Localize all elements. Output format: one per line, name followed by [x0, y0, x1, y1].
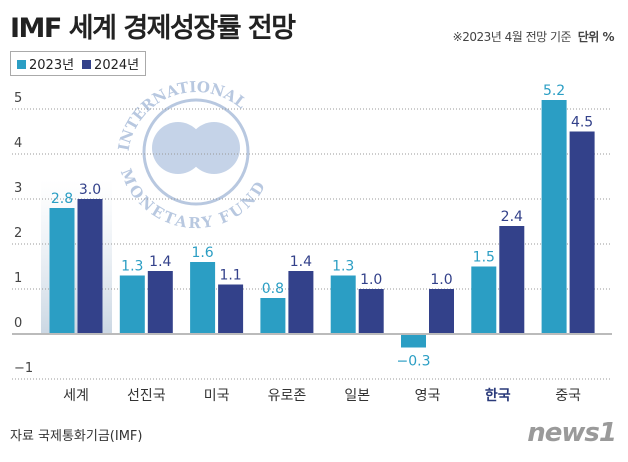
y-tick-label: 1 — [14, 271, 22, 286]
bar-2024 — [499, 226, 525, 334]
legend-item-2023: 2023년 — [17, 54, 74, 73]
imf-watermark-globe-right — [188, 122, 240, 174]
bar-2023 — [330, 275, 356, 334]
bar-2023 — [49, 208, 75, 334]
bar-2023 — [541, 100, 567, 334]
x-tick-label: 영국 — [415, 388, 441, 404]
imf-watermark-globe-left — [152, 122, 204, 174]
data-label: 1.0 — [360, 272, 382, 288]
bar-2024 — [358, 289, 384, 334]
bar-2023 — [401, 334, 426, 348]
y-tick-label: −1 — [14, 361, 33, 376]
bar-2024 — [288, 271, 314, 334]
bar-2024 — [218, 284, 244, 334]
legend-label-2024: 2024년 — [94, 58, 140, 73]
chart-title: IMF 세계 경제성장률 전망 — [10, 13, 296, 44]
data-label: 1.3 — [332, 259, 354, 275]
bar-2023 — [190, 262, 216, 334]
data-label: 1.0 — [430, 272, 452, 288]
data-label: 3.0 — [79, 182, 101, 198]
data-label: 1.4 — [290, 254, 312, 270]
x-tick-label: 세계 — [63, 388, 89, 404]
legend-item-2024: 2024년 — [82, 54, 139, 73]
legend-label-2023: 2023년 — [29, 58, 75, 73]
legend: 2023년 2024년 — [10, 51, 147, 76]
bar-2024 — [429, 289, 454, 334]
data-label: 4.5 — [571, 115, 593, 131]
bar-2023 — [260, 298, 286, 334]
news1-logo: news1 — [527, 418, 617, 448]
imf-watermark-ring — [142, 98, 250, 206]
bar-2023 — [471, 266, 497, 334]
data-label: −0.3 — [397, 354, 431, 370]
data-label: 1.5 — [473, 250, 495, 266]
chart-note: ※2023년 4월 전망 기준 단위 % — [452, 28, 615, 45]
unit-note: 단위 % — [577, 30, 615, 44]
data-label: 1.4 — [149, 254, 171, 270]
x-tick-label: 중국 — [555, 388, 581, 404]
x-tick-label: 유로존 — [268, 388, 307, 404]
y-tick-label: 2 — [14, 226, 22, 241]
y-tick-label: 3 — [14, 181, 22, 196]
data-label: 0.8 — [262, 281, 284, 297]
bar-2024 — [569, 131, 595, 334]
bar-2024 — [77, 199, 103, 334]
data-label: 2.8 — [51, 191, 73, 207]
x-tick-label: 한국 — [485, 388, 511, 404]
bar-2024 — [147, 271, 173, 334]
data-label: 1.6 — [191, 245, 213, 261]
y-tick-label: 0 — [14, 316, 22, 331]
x-tick-label: 미국 — [204, 388, 230, 404]
x-tick-label: 선진국 — [127, 388, 166, 404]
bar-2023 — [119, 275, 145, 334]
legend-swatch-2023 — [17, 60, 26, 69]
source-note: 자료 국제통화기금(IMF) — [10, 429, 143, 444]
data-label: 2.4 — [501, 209, 523, 225]
legend-swatch-2024 — [82, 60, 92, 69]
data-label: 1.1 — [219, 268, 241, 284]
x-tick-label: 일본 — [344, 388, 370, 404]
data-label: 1.3 — [121, 259, 143, 275]
basis-note: ※2023년 4월 전망 기준 — [452, 30, 572, 44]
data-label: 5.2 — [543, 83, 565, 99]
y-tick-label: 4 — [14, 136, 22, 151]
y-tick-label: 5 — [14, 91, 22, 106]
